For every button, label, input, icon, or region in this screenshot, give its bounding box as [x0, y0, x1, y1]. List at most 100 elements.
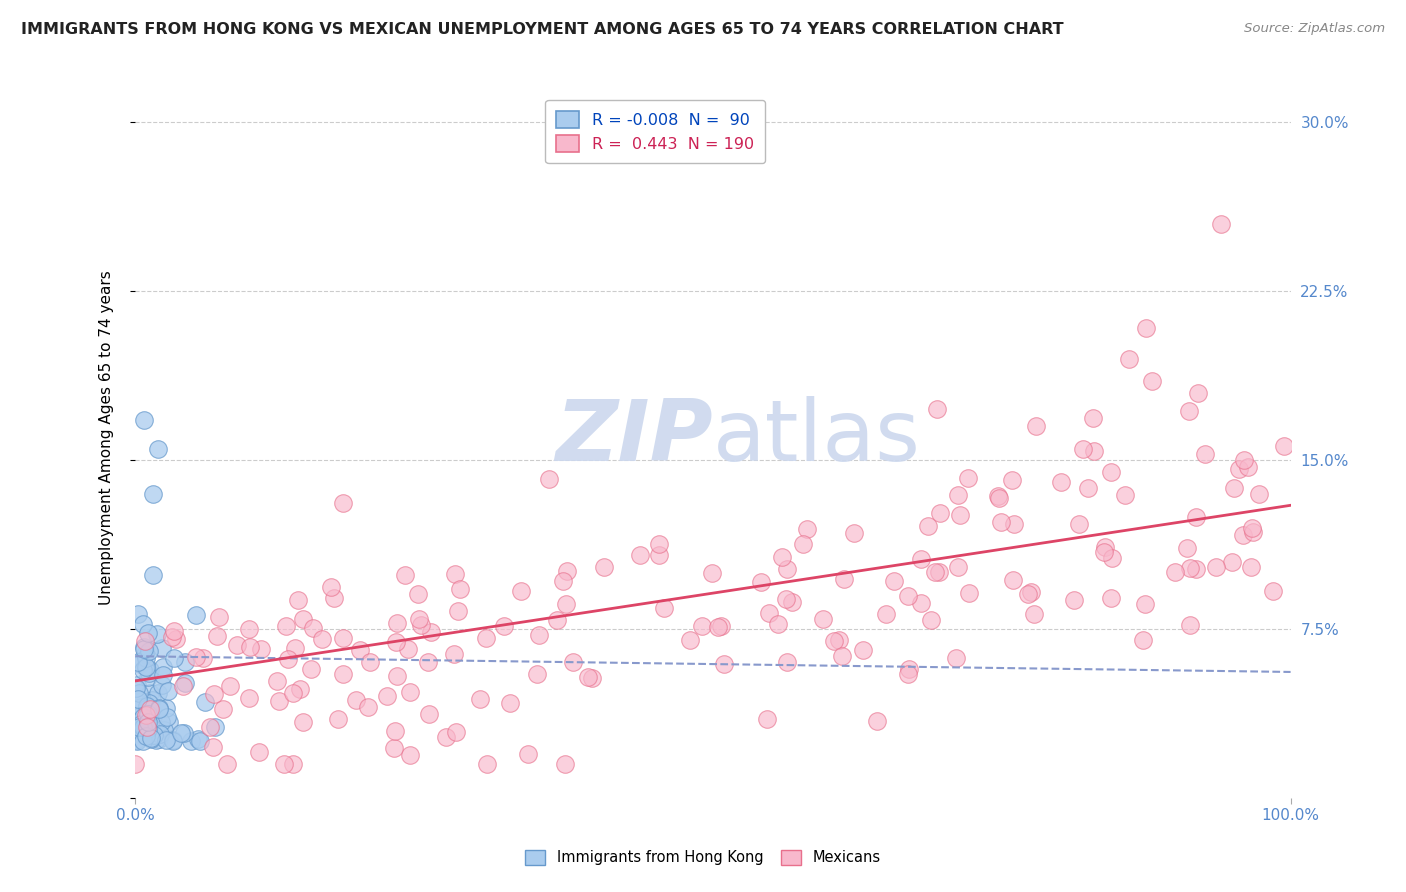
- Point: [139, 729, 162, 743]
- Point: [157, 714, 180, 729]
- Point: [218, 679, 240, 693]
- Point: [755, 713, 778, 727]
- Point: [174, 656, 197, 670]
- Point: [690, 619, 713, 633]
- Point: [823, 634, 845, 648]
- Point: [202, 687, 225, 701]
- Point: [648, 549, 671, 563]
- Point: [811, 612, 834, 626]
- Point: [949, 508, 972, 523]
- Point: [1227, 462, 1250, 476]
- Point: [125, 681, 148, 695]
- Point: [1140, 375, 1163, 389]
- Point: [416, 656, 439, 670]
- Point: [226, 638, 249, 652]
- Point: [135, 729, 157, 743]
- Point: [628, 549, 651, 563]
- Point: [129, 657, 152, 672]
- Point: [276, 618, 298, 632]
- Point: [332, 632, 354, 646]
- Point: [707, 620, 730, 634]
- Point: [239, 640, 262, 655]
- Point: [875, 607, 897, 621]
- Point: [135, 726, 157, 740]
- Point: [125, 678, 148, 692]
- Point: [150, 640, 173, 655]
- Point: [131, 721, 153, 735]
- Point: [1077, 481, 1099, 495]
- Point: [946, 488, 969, 502]
- Point: [924, 565, 946, 579]
- Point: [517, 747, 540, 761]
- Point: [1067, 517, 1090, 532]
- Point: [153, 723, 176, 737]
- Point: [468, 692, 491, 706]
- Point: [148, 731, 170, 746]
- Point: [1002, 516, 1025, 531]
- Text: atlas: atlas: [713, 396, 921, 479]
- Point: [149, 714, 172, 729]
- Point: [713, 657, 735, 672]
- Point: [357, 700, 380, 714]
- Point: [131, 693, 153, 707]
- Point: [359, 655, 381, 669]
- Point: [1135, 320, 1157, 334]
- Point: [946, 560, 969, 574]
- Point: [328, 712, 350, 726]
- Point: [796, 522, 818, 536]
- Point: [155, 700, 177, 714]
- Point: [281, 686, 304, 700]
- Point: [842, 526, 865, 541]
- Point: [1237, 460, 1260, 475]
- Point: [180, 734, 202, 748]
- Point: [1187, 385, 1209, 400]
- Point: [148, 686, 170, 700]
- Point: [529, 627, 551, 641]
- Point: [141, 487, 163, 501]
- Point: [134, 640, 156, 655]
- Point: [1099, 591, 1122, 605]
- Point: [1094, 540, 1116, 554]
- Point: [319, 581, 342, 595]
- Point: [247, 746, 270, 760]
- Point: [290, 681, 312, 696]
- Point: [409, 618, 432, 632]
- Point: [132, 709, 155, 723]
- Point: [1205, 560, 1227, 574]
- Point: [1025, 419, 1047, 434]
- Point: [420, 625, 443, 640]
- Point: [135, 707, 157, 722]
- Point: [134, 647, 156, 661]
- Point: [165, 632, 187, 646]
- Point: [138, 723, 160, 737]
- Point: [128, 685, 150, 699]
- Point: [138, 644, 160, 658]
- Point: [408, 611, 430, 625]
- Point: [477, 757, 499, 772]
- Point: [148, 442, 170, 456]
- Point: [1233, 453, 1256, 467]
- Point: [136, 670, 159, 684]
- Point: [1180, 618, 1202, 632]
- Point: [139, 702, 162, 716]
- Point: [273, 757, 295, 772]
- Point: [238, 622, 260, 636]
- Point: [127, 607, 149, 621]
- Legend: R = -0.008  N =  90, R =  0.443  N = 190: R = -0.008 N = 90, R = 0.443 N = 190: [546, 100, 765, 163]
- Point: [141, 706, 163, 720]
- Point: [749, 574, 772, 589]
- Point: [444, 725, 467, 739]
- Point: [679, 633, 702, 648]
- Point: [1017, 587, 1039, 601]
- Point: [202, 739, 225, 754]
- Point: [555, 565, 578, 579]
- Point: [927, 402, 949, 417]
- Point: [1000, 473, 1022, 487]
- Point: [945, 651, 967, 665]
- Point: [581, 671, 603, 685]
- Point: [832, 572, 855, 586]
- Point: [142, 728, 165, 742]
- Point: [125, 709, 148, 723]
- Point: [152, 668, 174, 682]
- Point: [1133, 597, 1156, 611]
